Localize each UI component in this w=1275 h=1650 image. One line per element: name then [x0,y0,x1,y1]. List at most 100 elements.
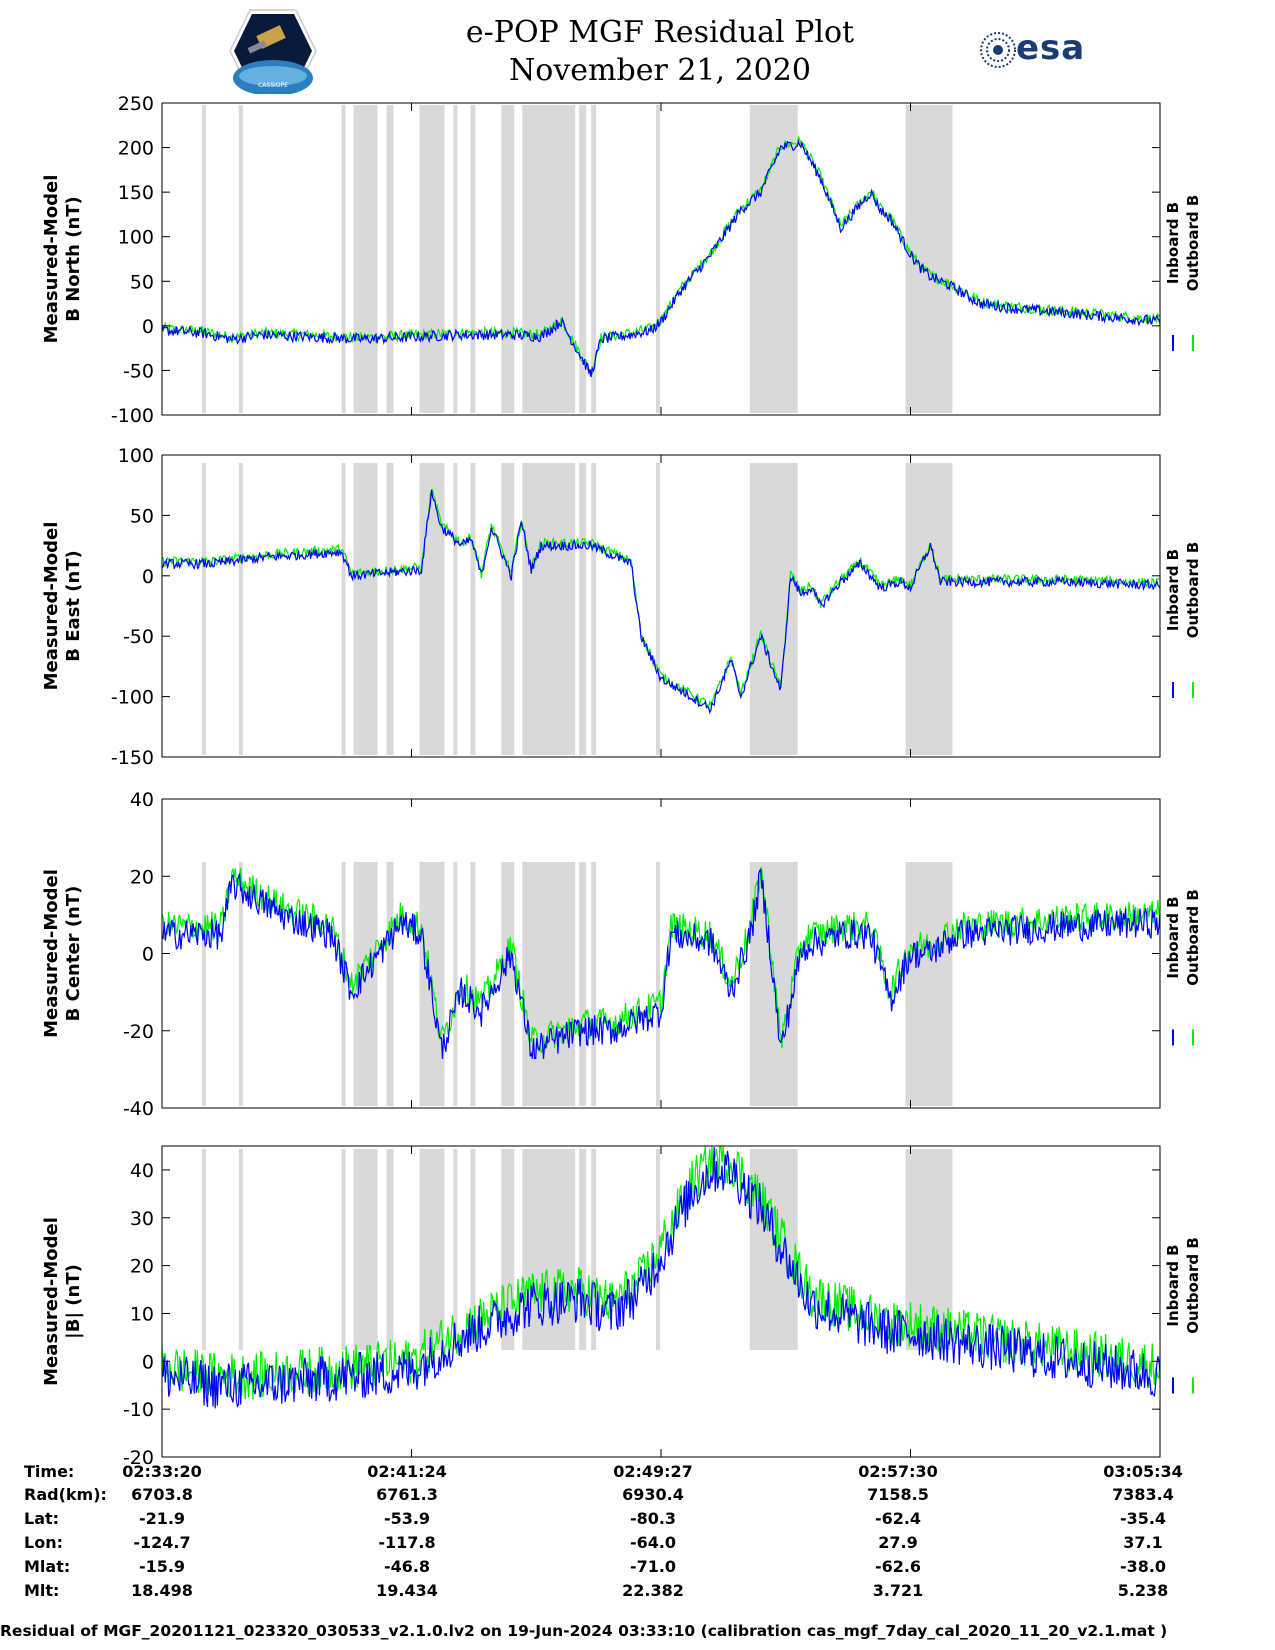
data-gap-band [341,105,346,413]
data-gap-band [656,105,661,413]
data-gap-band [353,105,378,413]
esa-logo-icon [978,30,1018,74]
panel-b-center: -40 -20 0 20 40 Measured-ModelB Center (nT) In… [41,789,1202,1120]
y-tick-label: 50 [130,505,154,527]
data-gap-band [453,862,458,1106]
data-gap-band [470,1149,476,1350]
legend: Inboard B Outboard B [1164,542,1202,639]
axes-box [161,798,1161,1109]
orbit-value-lat: -80.3 [629,1509,677,1528]
y-axis-label: Measured-ModelB North (nT) [41,175,84,344]
outboard-series-line [161,1145,1161,1400]
orbit-label-mlat: Mlat: [24,1557,71,1576]
orbit-value-rad: 7383.4 [1112,1485,1174,1504]
orbit-label-time: Time: [24,1462,75,1481]
panel-b-north: -100 -50 0 50 100 150 200 250 Measured-ModelB No… [41,93,1202,427]
data-gap-band [201,463,206,755]
inboard-series-line [161,489,1161,715]
data-gap-band [905,1149,953,1350]
page-title: e-POP MGF Residual Plot November 21, 202… [380,14,940,90]
data-gap-band [501,862,515,1106]
legend-outboard: Outboard B [1184,1237,1202,1334]
data-gap-band [341,862,346,1106]
data-gap-band [419,1149,445,1350]
orbit-value-mlt: 22.382 [622,1581,684,1600]
panel-b-magnitude: -20 -10 0 10 20 30 40 Measured-Model|B| (nT) Inb… [41,1145,1202,1469]
data-gap-band [522,1149,576,1350]
data-gap-band [238,463,243,755]
data-gap-band [522,105,576,413]
y-axis-label: Measured-ModelB East (nT) [41,522,84,691]
y-tick-label: 100 [118,445,154,467]
data-gap-band [522,463,576,755]
data-gap-band [386,105,394,413]
data-gap-band [656,1149,661,1350]
orbit-value-rad: 6761.3 [376,1485,438,1504]
footer-caption: Residual of MGF_20201121_023320_030533_v… [0,1622,1168,1640]
data-gap-band [419,105,445,413]
data-gap-band [419,463,445,755]
data-gap-band [353,1149,378,1350]
data-gap-band [522,862,576,1106]
y-tick-label: -10 [123,1399,154,1421]
legend-inboard: Inboard B [1164,1244,1182,1326]
y-axis-label-line1: Measured-Model [41,1217,62,1386]
outboard-series-line [161,489,1161,710]
legend-inboard: Inboard B [1164,896,1182,978]
data-gap-band [656,862,661,1106]
axes-box [161,1145,1161,1458]
data-gap-band [453,105,458,413]
orbit-value-mlt: 5.238 [1117,1581,1169,1600]
y-tick-label: 0 [142,944,154,966]
orbit-value-mlt: 18.498 [131,1581,193,1600]
y-axis-label-line2: B East (nT) [63,550,84,662]
data-gap-band [591,105,597,413]
data-gap-band [656,463,661,755]
data-gap-band [470,105,476,413]
orbit-value-mlat: -15.9 [138,1557,186,1576]
orbit-value-mlat: -71.0 [629,1557,677,1576]
data-gap-band [341,1149,346,1350]
orbit-value-lat: -62.4 [874,1509,922,1528]
y-axis-label-line1: Measured-Model [41,869,62,1038]
y-tick-label: -150 [111,747,154,769]
y-axis-label: Measured-Model|B| (nT) [41,1217,84,1386]
data-gap-band [386,1149,394,1350]
panel-b-east: -150 -100 -50 0 50 100 Measured-ModelB East (n… [41,445,1202,769]
legend: Inboard B Outboard B [1164,195,1202,292]
y-tick-label: -20 [123,1447,154,1469]
y-tick-label: -100 [111,687,154,709]
inboard-series-line [161,868,1161,1060]
y-tick-label: -100 [111,405,154,427]
orbit-value-mlat: -46.8 [383,1557,431,1576]
y-axis-label-line1: Measured-Model [41,175,62,344]
orbit-label-rad: Rad(km): [24,1485,107,1504]
data-gap-band [501,1149,515,1350]
data-gap-band [238,105,243,413]
y-tick-label: -50 [123,360,154,382]
legend-inboard: Inboard B [1164,202,1182,284]
y-tick-label: 0 [142,1351,154,1373]
y-tick-label: 40 [130,1160,154,1182]
orbit-value-rad: 6930.4 [622,1485,684,1504]
data-gap-band [501,463,515,755]
data-gap-band [579,463,587,755]
orbit-value-lon: -124.7 [133,1533,191,1552]
orbit-value-mlt: 3.721 [872,1581,924,1600]
y-tick-label: -40 [123,1098,154,1120]
orbit-value-lon: 37.1 [1123,1533,1163,1552]
legend-outboard: Outboard B [1184,889,1202,986]
y-tick-label: 100 [118,227,154,249]
y-tick-label: 0 [142,566,154,588]
orbit-label-lon: Lon: [24,1533,63,1552]
y-axis-label: Measured-ModelB Center (nT) [41,869,84,1038]
orbit-value-lat: -53.9 [383,1509,431,1528]
data-gap-band [341,463,346,755]
orbit-label-mlt: Mlt: [24,1581,60,1600]
orbit-value-time: 02:33:20 [122,1462,202,1481]
orbit-value-rad: 7158.5 [867,1485,929,1504]
data-gap-band [579,1149,587,1350]
y-tick-label: 50 [130,271,154,293]
orbit-label-lat: Lat: [24,1509,60,1528]
